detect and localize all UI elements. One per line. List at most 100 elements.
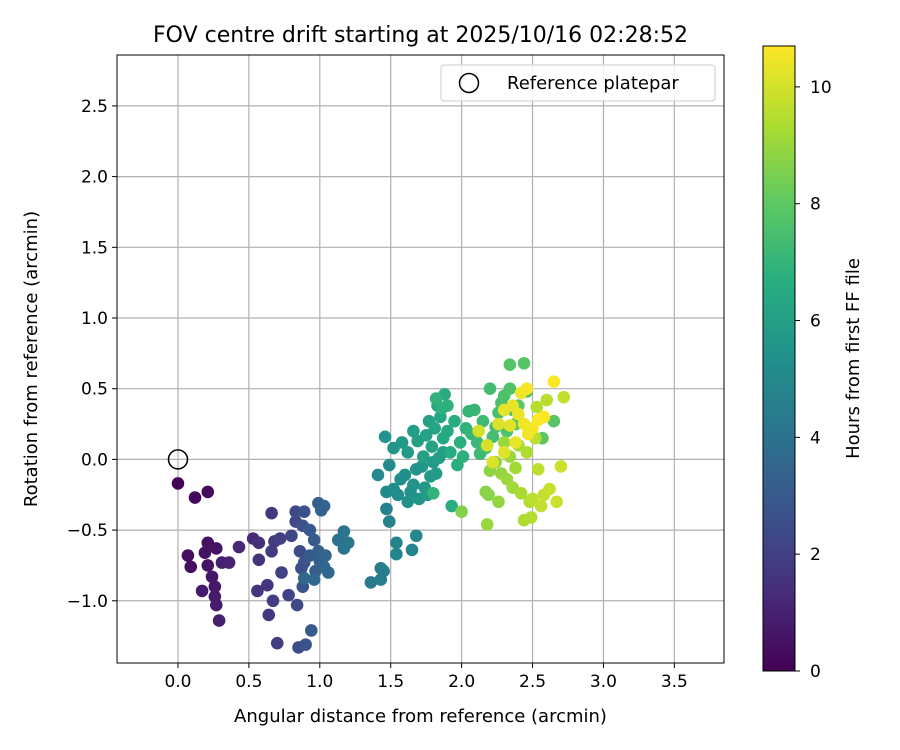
data-point bbox=[285, 529, 298, 543]
colorbar-tick-label: 2 bbox=[810, 545, 821, 565]
x-tick-label: 2.5 bbox=[519, 672, 546, 692]
colorbar-label: Hours from first FF file bbox=[843, 258, 864, 459]
data-point bbox=[445, 499, 459, 513]
data-point bbox=[181, 549, 195, 562]
x-tick-label: 2.0 bbox=[448, 672, 475, 692]
data-point bbox=[443, 446, 457, 459]
data-point bbox=[517, 356, 531, 370]
data-point bbox=[453, 436, 467, 449]
data-point bbox=[524, 511, 538, 524]
data-point bbox=[222, 556, 236, 569]
data-point bbox=[486, 455, 500, 469]
data-point bbox=[398, 468, 412, 482]
data-point bbox=[476, 414, 490, 428]
data-point bbox=[282, 588, 295, 602]
data-point bbox=[557, 390, 571, 404]
x-tick-label: 1.5 bbox=[377, 672, 404, 692]
data-point bbox=[435, 402, 449, 415]
colorbar-tick-label: 8 bbox=[810, 195, 821, 215]
data-point bbox=[547, 375, 561, 388]
y-tick-label: 2.5 bbox=[81, 97, 108, 117]
data-point bbox=[425, 440, 439, 453]
colorbar: 0 2 4 6 8 10 Hours from first FF file bbox=[762, 45, 864, 682]
data-point bbox=[429, 467, 443, 480]
data-point bbox=[252, 536, 266, 550]
data-point bbox=[426, 487, 440, 500]
data-point bbox=[364, 576, 378, 589]
legend-label-reference-platepar: Reference platepar bbox=[507, 73, 679, 94]
colorbar-tick-label: 10 bbox=[810, 78, 832, 98]
data-point bbox=[387, 482, 400, 496]
data-point bbox=[531, 462, 545, 476]
colorbar-gradient bbox=[762, 45, 796, 672]
data-point bbox=[497, 436, 511, 449]
data-point bbox=[492, 417, 505, 431]
data-point bbox=[492, 495, 505, 509]
data-point bbox=[520, 382, 534, 395]
data-point bbox=[407, 424, 420, 438]
data-point bbox=[270, 636, 284, 650]
data-point bbox=[371, 468, 385, 482]
data-point bbox=[378, 430, 392, 444]
data-point bbox=[480, 438, 494, 452]
data-point bbox=[480, 518, 494, 531]
data-point bbox=[554, 460, 568, 473]
data-point bbox=[317, 499, 331, 513]
data-point bbox=[550, 495, 563, 509]
legend: Reference platepar bbox=[440, 64, 716, 102]
data-point bbox=[472, 424, 485, 438]
data-point bbox=[390, 536, 403, 550]
data-point bbox=[377, 564, 390, 578]
data-point bbox=[497, 446, 511, 459]
y-tick-label: 1.5 bbox=[81, 238, 108, 258]
data-point bbox=[526, 492, 539, 506]
x-tick-label: 0.5 bbox=[235, 672, 262, 692]
data-point bbox=[293, 544, 307, 558]
data-point bbox=[503, 358, 517, 371]
data-point bbox=[303, 523, 317, 537]
data-point bbox=[337, 525, 351, 538]
data-point bbox=[448, 414, 461, 428]
data-point bbox=[195, 584, 209, 598]
data-point bbox=[530, 400, 544, 414]
data-point bbox=[265, 544, 278, 558]
data-point bbox=[429, 392, 443, 405]
data-point bbox=[307, 573, 321, 586]
data-point bbox=[482, 488, 495, 502]
data-point bbox=[395, 436, 409, 449]
data-point bbox=[534, 499, 548, 513]
data-point bbox=[322, 566, 335, 579]
data-point bbox=[319, 549, 332, 562]
data-point bbox=[509, 436, 522, 449]
data-point bbox=[275, 566, 288, 579]
data-point bbox=[265, 506, 278, 520]
data-point bbox=[266, 594, 280, 608]
data-point bbox=[290, 598, 304, 612]
data-point bbox=[468, 403, 481, 417]
data-point bbox=[252, 553, 266, 567]
colorbar-tick-label: 0 bbox=[810, 662, 821, 682]
data-point bbox=[382, 458, 396, 472]
data-point bbox=[208, 580, 222, 593]
data-point bbox=[483, 382, 497, 395]
data-point bbox=[409, 529, 423, 543]
legend-box bbox=[440, 64, 716, 102]
data-point bbox=[509, 461, 522, 475]
data-point bbox=[341, 536, 355, 550]
data-point bbox=[382, 515, 396, 528]
data-point bbox=[380, 502, 393, 516]
y-axis-ticks: −1.0 −0.5 0.0 0.5 1.0 1.5 2.0 2.5 bbox=[67, 97, 117, 612]
data-point bbox=[232, 540, 246, 554]
x-tick-label: 3.0 bbox=[590, 672, 617, 692]
data-point bbox=[171, 477, 185, 490]
data-point bbox=[297, 505, 311, 519]
x-tick-label: 1.0 bbox=[306, 672, 333, 692]
data-point bbox=[304, 624, 318, 637]
data-point bbox=[188, 491, 202, 504]
y-axis-label: Rotation from reference (arcmin) bbox=[21, 211, 42, 507]
colorbar-tick-label: 6 bbox=[810, 312, 821, 332]
data-point bbox=[417, 450, 430, 463]
data-point bbox=[415, 460, 429, 473]
data-point bbox=[307, 533, 321, 547]
colorbar-ticks: 0 2 4 6 8 10 bbox=[795, 78, 832, 682]
